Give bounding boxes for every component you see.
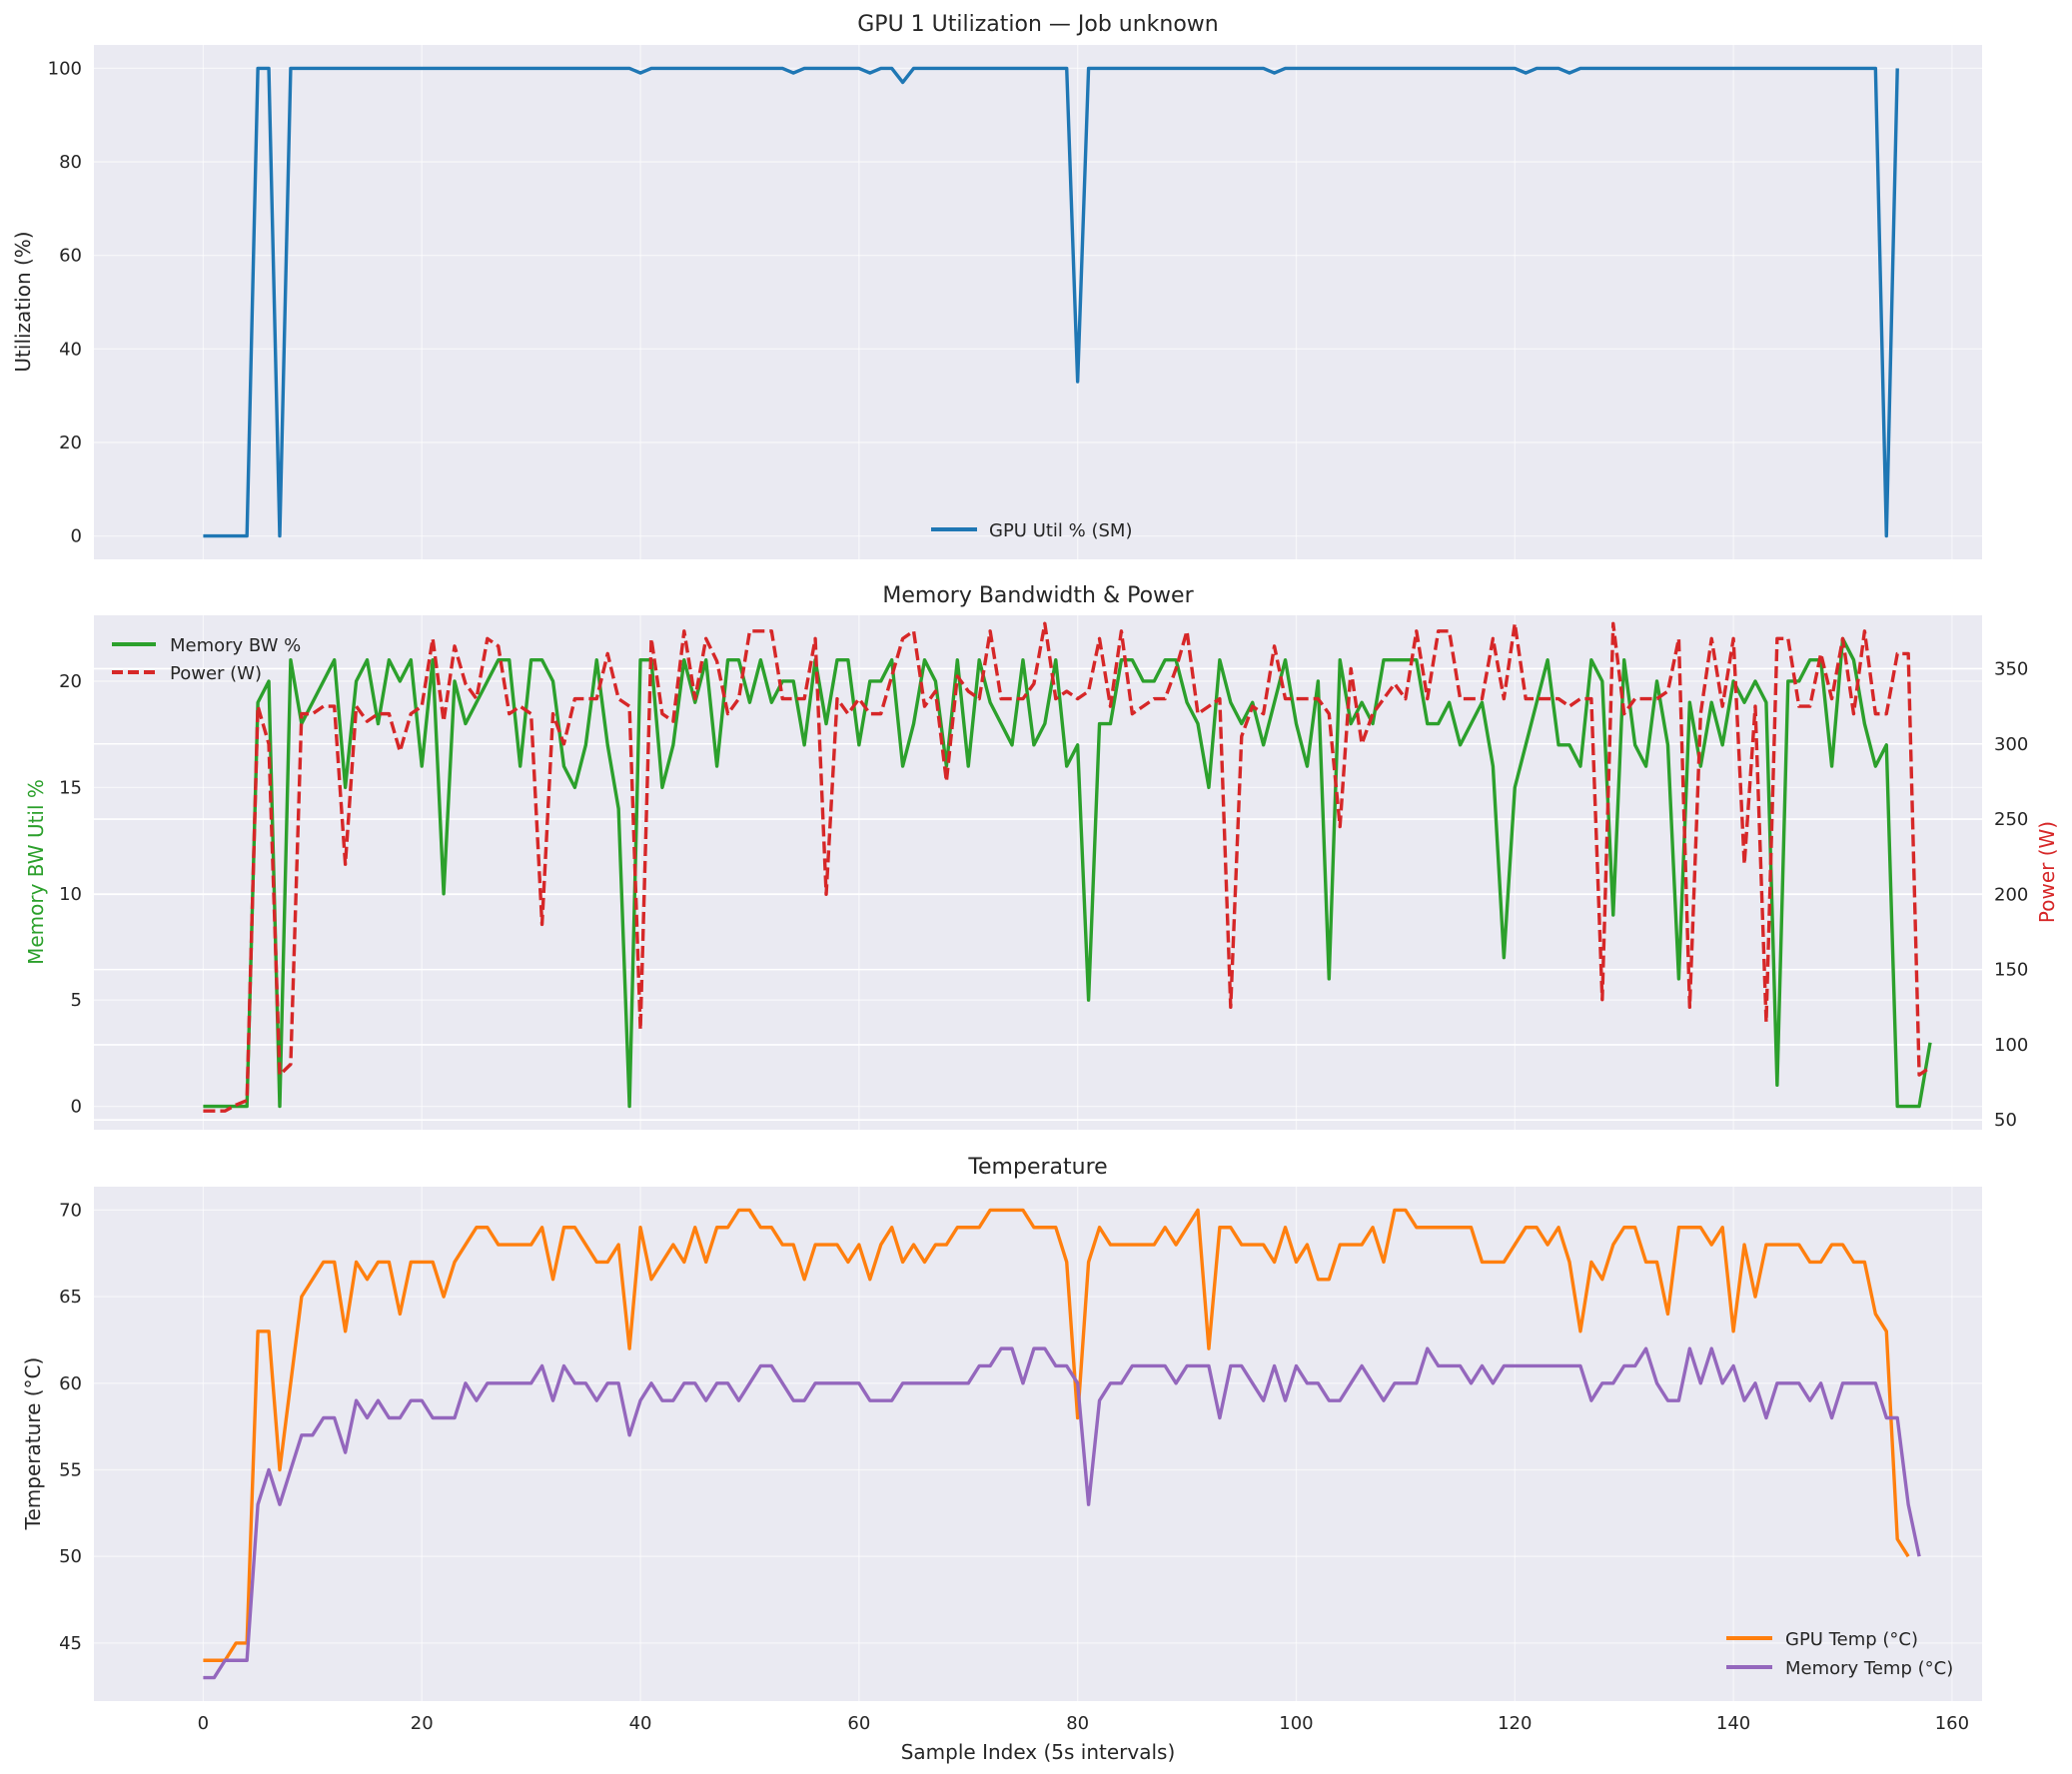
yticks-2: 0 5 10 15 20 — [59, 671, 82, 1118]
series-line-gpu-temp-c — [203, 1208, 1910, 1662]
x-tick-label: 20 — [411, 1713, 434, 1734]
x-tick-label: 100 — [1279, 1713, 1313, 1734]
legend-label-power: Power (W) — [170, 663, 262, 684]
yticks-right-2: 50 100 150 200 250 300 350 — [1994, 658, 2028, 1131]
y-tick-label-right: 200 — [1994, 884, 2028, 905]
y-tick-label-right: 100 — [1994, 1035, 2028, 1056]
legend-3: GPU Temp (°C) Memory Temp (°C) — [1726, 1629, 1953, 1679]
y-tick-label-right: 50 — [1994, 1110, 2017, 1131]
series-line-gpu-util-sm — [203, 66, 1899, 538]
y-tick-label: 15 — [59, 777, 82, 798]
x-tick-label: 120 — [1498, 1713, 1532, 1734]
y-axis-label-2: Memory BW Util % — [24, 779, 48, 965]
yticks-1: 0 20 40 60 80 100 — [48, 58, 82, 546]
x-tick-label: 80 — [1066, 1713, 1089, 1734]
x-axis-label-3: Sample Index (5s intervals) — [901, 1740, 1176, 1764]
y-tick-label-right: 300 — [1994, 734, 2028, 755]
series-layer-1 — [203, 66, 1899, 538]
subplot-temperature: 45 50 55 60 65 70 0 20 40 60 80 100 120 140 160 Tempe… — [21, 1155, 1982, 1764]
y-tick-label: 20 — [59, 671, 82, 692]
legend-label-memory-temp: Memory Temp (°C) — [1785, 1658, 1953, 1679]
legend-label-memory-bw: Memory BW % — [170, 635, 301, 656]
y-tick-label-right: 250 — [1994, 809, 2028, 830]
grid-2 — [94, 615, 1982, 1130]
series-line-memory-temp-c — [203, 1346, 1921, 1680]
y-axis-label-right-2: Power (W) — [2035, 821, 2059, 923]
y-tick-label: 80 — [59, 152, 82, 173]
subplot-gpu-utilization: 0 20 40 60 80 100 GPU 1 Utilization — Job unk… — [11, 12, 1982, 559]
legend-2: Memory BW % Power (W) — [112, 635, 301, 684]
y-tick-label: 40 — [59, 339, 82, 360]
x-tick-label: 60 — [847, 1713, 870, 1734]
y-tick-label-right: 350 — [1994, 658, 2028, 679]
series-line-memory-bw — [203, 636, 1932, 1109]
y-tick-label: 50 — [59, 1546, 82, 1567]
series-layer-2 — [203, 621, 1932, 1113]
legend-label-gpu-util: GPU Util % (SM) — [989, 520, 1132, 541]
y-tick-label: 5 — [71, 990, 82, 1011]
y-tick-label: 20 — [59, 433, 82, 453]
y-tick-label: 65 — [59, 1287, 82, 1308]
y-axis-label-1: Utilization (%) — [11, 231, 35, 372]
chart-title-3: Temperature — [967, 1155, 1107, 1180]
yticks-3: 45 50 55 60 65 70 — [59, 1200, 82, 1654]
y-tick-label: 60 — [59, 1373, 82, 1394]
y-tick-label: 0 — [71, 526, 82, 547]
series-line-power-w — [203, 621, 1931, 1113]
grid-3 — [94, 1187, 1982, 1701]
x-tick-label: 140 — [1716, 1713, 1750, 1734]
y-tick-label: 10 — [59, 884, 82, 905]
x-tick-label: 160 — [1935, 1713, 1969, 1734]
legend-label-gpu-temp: GPU Temp (°C) — [1785, 1629, 1918, 1650]
chart-title-2: Memory Bandwidth & Power — [882, 583, 1194, 608]
x-tick-label: 40 — [629, 1713, 652, 1734]
legend-1: GPU Util % (SM) — [931, 520, 1132, 541]
y-axis-label-3: Temperature (°C) — [21, 1357, 45, 1531]
y-tick-label: 45 — [59, 1633, 82, 1654]
series-layer-3 — [203, 1208, 1921, 1680]
y-tick-label: 55 — [59, 1460, 82, 1481]
x-tick-label: 0 — [198, 1713, 209, 1734]
y-tick-label: 100 — [48, 58, 82, 79]
y-tick-label: 60 — [59, 246, 82, 267]
xticks-3: 0 20 40 60 80 100 120 140 160 — [198, 1713, 1969, 1734]
y-tick-label-right: 150 — [1994, 960, 2028, 981]
y-tick-label: 0 — [71, 1097, 82, 1118]
plot-area-2 — [94, 615, 1982, 1130]
y-tick-label: 70 — [59, 1200, 82, 1221]
chart-title-1: GPU 1 Utilization — Job unknown — [857, 12, 1219, 37]
plot-area-1 — [94, 45, 1982, 559]
subplot-memory-power: 0 5 10 15 20 50 100 150 200 250 300 350 Memory Ban… — [24, 583, 2059, 1131]
